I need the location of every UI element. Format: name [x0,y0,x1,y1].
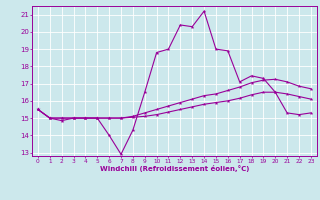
X-axis label: Windchill (Refroidissement éolien,°C): Windchill (Refroidissement éolien,°C) [100,165,249,172]
